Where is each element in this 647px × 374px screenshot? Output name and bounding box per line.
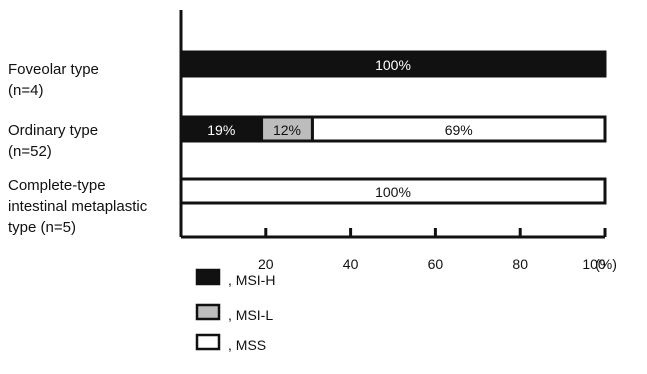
x-tick-label: 100 <box>582 256 606 272</box>
bar-segment <box>260 115 314 143</box>
x-tick-label: 60 <box>428 256 444 272</box>
legend-swatch <box>195 303 221 321</box>
category-label: Complete-type <box>8 177 106 194</box>
category-label: type (n=5) <box>8 219 76 236</box>
legend-label: , MSI-L <box>228 307 273 323</box>
category-label: (n=52) <box>8 143 52 160</box>
legend-label: , MSI-H <box>228 272 275 288</box>
axis-layer: 20 40 60 80 100(%) <box>179 10 617 272</box>
data-label: 19% <box>207 122 235 138</box>
data-label: 12% <box>273 122 301 138</box>
legend-label: , MSS <box>228 337 266 353</box>
x-axis-unit: (%) <box>595 256 617 272</box>
bar-segment <box>310 115 607 143</box>
legend-swatch <box>195 333 221 351</box>
bars-layer: 100% 19% 12% 69% 100% <box>179 50 607 205</box>
x-tick-label: 80 <box>512 256 528 272</box>
x-tick-label: 20 <box>258 256 274 272</box>
bar-segment <box>179 115 264 143</box>
x-tick-label: 40 <box>343 256 359 272</box>
data-label: 100% <box>375 57 411 73</box>
category-label: Foveolar type <box>8 61 99 78</box>
category-label: Ordinary type <box>8 122 98 139</box>
category-labels: Foveolar type (n=4) Ordinary type (n=52) Com… <box>8 61 148 236</box>
category-label: (n=4) <box>8 82 43 99</box>
legend: , MSI-H , MSI-L , MSS <box>195 268 275 353</box>
category-label: intestinal metaplastic <box>8 198 148 215</box>
data-label: 69% <box>445 122 473 138</box>
data-label: 100% <box>375 184 411 200</box>
bar-segment <box>179 177 607 205</box>
legend-swatch <box>195 268 221 286</box>
